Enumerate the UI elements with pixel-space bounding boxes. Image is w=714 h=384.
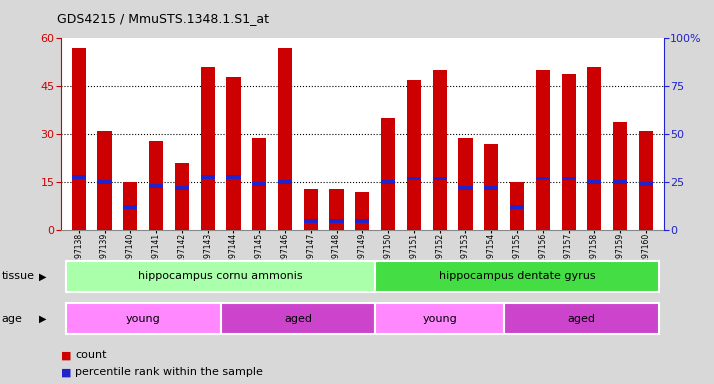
Bar xyxy=(458,137,473,230)
FancyBboxPatch shape xyxy=(376,261,659,292)
Bar xyxy=(97,180,111,184)
Bar xyxy=(278,48,292,230)
Bar xyxy=(303,219,318,223)
Bar xyxy=(433,70,447,230)
Bar xyxy=(588,67,601,230)
Bar xyxy=(226,77,241,230)
Text: young: young xyxy=(422,314,457,324)
FancyBboxPatch shape xyxy=(66,303,221,334)
Bar xyxy=(484,186,498,190)
Bar xyxy=(407,80,421,230)
Bar xyxy=(407,177,421,180)
Bar xyxy=(381,180,396,184)
Bar xyxy=(356,219,369,223)
Bar xyxy=(149,141,164,230)
Bar xyxy=(252,137,266,230)
Bar xyxy=(613,122,628,230)
Bar xyxy=(561,177,575,180)
Text: GDS4215 / MmuSTS.1348.1.S1_at: GDS4215 / MmuSTS.1348.1.S1_at xyxy=(57,12,269,25)
Text: count: count xyxy=(75,350,106,360)
Bar xyxy=(201,175,215,179)
Bar xyxy=(97,131,111,230)
Text: young: young xyxy=(126,314,161,324)
Bar xyxy=(226,175,241,179)
Bar xyxy=(588,180,601,184)
Bar xyxy=(71,175,86,179)
Bar xyxy=(149,184,164,188)
Text: aged: aged xyxy=(284,314,312,324)
Bar xyxy=(329,219,343,223)
FancyBboxPatch shape xyxy=(504,303,659,334)
Bar xyxy=(278,180,292,184)
Bar xyxy=(303,189,318,230)
Bar xyxy=(561,74,575,230)
Bar xyxy=(433,177,447,180)
Bar xyxy=(71,48,86,230)
Bar xyxy=(458,186,473,190)
Bar xyxy=(175,163,189,230)
Bar xyxy=(175,186,189,190)
Text: percentile rank within the sample: percentile rank within the sample xyxy=(75,367,263,377)
FancyBboxPatch shape xyxy=(376,303,504,334)
Bar xyxy=(613,180,628,184)
Text: ■: ■ xyxy=(61,350,71,360)
Bar xyxy=(124,205,137,209)
FancyBboxPatch shape xyxy=(221,303,376,334)
Bar xyxy=(124,182,137,230)
Bar xyxy=(484,144,498,230)
Bar xyxy=(536,70,550,230)
FancyBboxPatch shape xyxy=(66,261,376,292)
Bar xyxy=(356,192,369,230)
Bar xyxy=(639,182,653,186)
Bar xyxy=(510,182,524,230)
Bar xyxy=(510,205,524,209)
Bar xyxy=(639,131,653,230)
Text: aged: aged xyxy=(568,314,595,324)
Bar xyxy=(201,67,215,230)
Bar xyxy=(381,118,396,230)
Text: hippocampus dentate gyrus: hippocampus dentate gyrus xyxy=(438,271,595,281)
Text: age: age xyxy=(1,314,22,324)
Text: tissue: tissue xyxy=(1,271,34,281)
Text: ■: ■ xyxy=(61,367,71,377)
Bar xyxy=(329,189,343,230)
Text: hippocampus cornu ammonis: hippocampus cornu ammonis xyxy=(139,271,303,281)
Text: ▶: ▶ xyxy=(39,314,46,324)
Text: ▶: ▶ xyxy=(39,271,46,281)
Bar xyxy=(536,177,550,180)
Bar xyxy=(252,182,266,186)
